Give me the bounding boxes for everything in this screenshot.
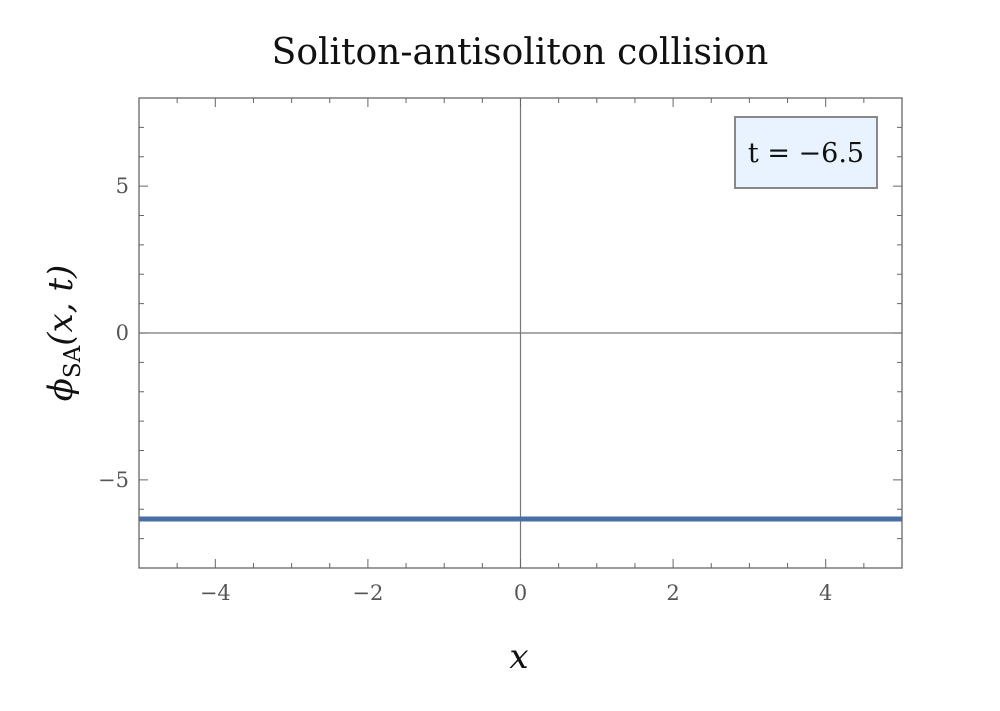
y-axis-label-subscript: SA [60,345,86,378]
plot-frame [138,97,903,569]
legend: t = −6.5 [734,116,878,189]
y-axis-label: ϕSA(x, t) [41,265,86,402]
y-tick-label: 5 [116,174,129,198]
y-tick-label: −5 [98,468,129,492]
x-tick-label: −2 [352,581,383,605]
chart-title: Soliton-antisoliton collision [272,32,769,73]
plot-area: −4 −2 0 2 4 −5 0 5 [98,97,903,605]
y-axis-label-args: (x, t) [41,265,81,346]
y-axis-label-symbol: ϕ [41,378,81,401]
x-axis-label: x [509,637,528,677]
y-tick-label: 0 [116,321,129,345]
legend-label: t = −6.5 [748,138,864,169]
x-tick-label: 0 [514,581,527,605]
x-tick-label: 2 [666,581,679,605]
legend-box [734,116,878,189]
x-tick-label: 4 [819,581,832,605]
x-tick-label: −4 [200,581,231,605]
